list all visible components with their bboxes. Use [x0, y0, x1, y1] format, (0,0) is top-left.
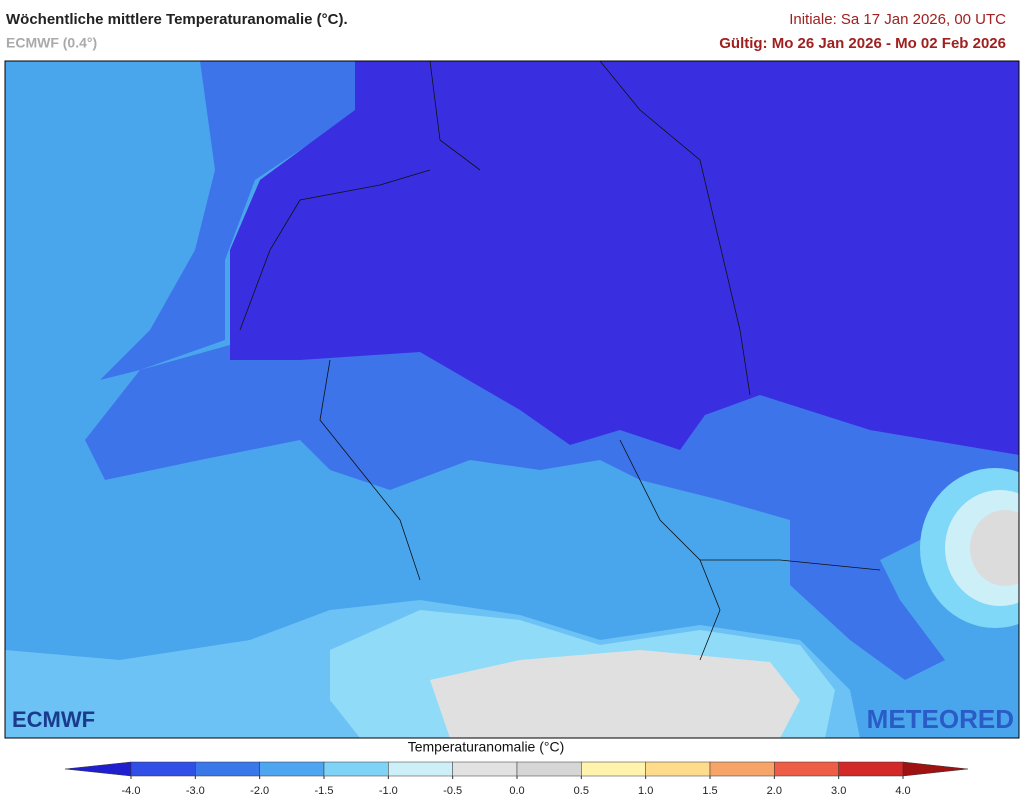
colorbar-bin [195, 761, 260, 777]
colorbar-tick-label: -0.5 [443, 785, 462, 797]
colorbar-bin [323, 761, 389, 777]
colorbar-tick-label: -1.5 [315, 785, 334, 797]
colorbar-tick-label: 0.0 [509, 785, 524, 797]
map: ECMWF METEORED [4, 60, 1020, 739]
colorbar-tick-label: -1.0 [379, 785, 398, 797]
colorbar-tick-label: 4.0 [895, 785, 910, 797]
colorbar-tick-label: -4.0 [122, 785, 141, 797]
subtitle: ECMWF (0.4°) [6, 35, 97, 51]
colorbar-bin [838, 761, 904, 777]
colorbar-bin [516, 761, 582, 777]
colorbar: -4.0 -3.0 -2.0 -1.5 -1.0 -0.5 0.0 0.5 1.0 1.5 2.0 3… [64, 761, 969, 797]
colorbar-title: Temperaturanomalie (°C) [408, 739, 565, 755]
colorbar-bin [452, 761, 518, 777]
colorbar-over [902, 761, 969, 777]
valid-time: Gültig: Mo 26 Jan 2026 - Mo 02 Feb 2026 [719, 35, 1006, 52]
colorbar-bin [259, 761, 325, 777]
colorbar-tick-label: 0.5 [574, 785, 589, 797]
colorbar-bin [130, 761, 196, 777]
meteored-logo: METEORED [867, 704, 1014, 734]
colorbar-tick-label: 3.0 [831, 785, 846, 797]
colorbar-tick-label: -2.0 [250, 785, 269, 797]
init-time: Initiale: Sa 17 Jan 2026, 00 UTC [789, 11, 1006, 28]
colorbar-under [64, 761, 132, 777]
colorbar-bin [709, 761, 775, 777]
colorbar-bin [645, 761, 711, 777]
ecmwf-logo: ECMWF [12, 707, 95, 732]
colorbar-tick-label: 1.0 [638, 785, 653, 797]
colorbar-tick-label: 2.0 [767, 785, 782, 797]
colorbar-bin [388, 761, 453, 777]
title: Wöchentliche mittlere Temperaturanomalie… [6, 11, 348, 28]
colorbar-bin [774, 761, 839, 777]
colorbar-tick-label: 1.5 [702, 785, 717, 797]
colorbar-tick-label: -3.0 [186, 785, 205, 797]
colorbar-bin [581, 761, 646, 777]
